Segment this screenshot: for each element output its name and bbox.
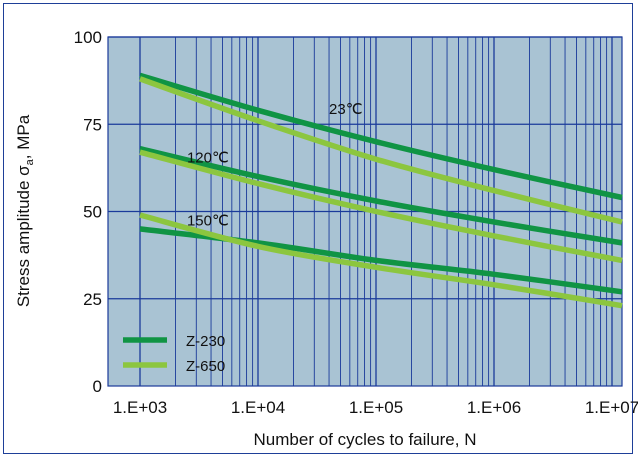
annotation-temp: 150℃	[187, 212, 229, 229]
annotation-temp: 120℃	[187, 150, 229, 167]
annotation-temp: 23℃	[329, 101, 363, 118]
tick-labels: 1.E+03 1.E+04 1.E+05 1.E+06 1.E+07 0 25 50 75 100	[74, 28, 638, 417]
y-axis-title-main: Stress amplitude σ	[14, 165, 33, 307]
y-tick-label: 25	[83, 290, 102, 309]
temperature-annotations: 23℃ 120℃ 150℃	[187, 101, 363, 230]
y-tick-label: 0	[93, 377, 102, 396]
x-tick-label: 1.E+07	[585, 398, 638, 417]
plot-border	[107, 36, 623, 387]
series-line-z-650-120c	[139, 149, 623, 264]
series-line-z-650-23c	[139, 76, 623, 225]
series-line-z-230-120c	[139, 146, 623, 246]
y-axis-title-subscript: a	[24, 158, 36, 165]
y-axis-title: Stress amplitude σa, MPa	[14, 114, 36, 307]
series-line-z-230-23c	[139, 72, 623, 201]
series-line-z-650-150c	[139, 212, 623, 309]
series-lines	[139, 72, 623, 309]
legend: Z-230 Z-650	[123, 333, 225, 375]
y-axis-title-unit: , MPa	[14, 114, 33, 159]
x-tick-label: 1.E+05	[349, 398, 403, 417]
y-tick-label: 75	[83, 115, 102, 134]
y-tick-label: 100	[74, 28, 102, 47]
x-tick-label: 1.E+04	[231, 398, 285, 417]
x-tick-label: 1.E+06	[467, 398, 521, 417]
legend-label-z230: Z-230	[186, 333, 225, 350]
y-tick-label: 50	[83, 203, 102, 222]
x-tick-label: 1.E+03	[113, 398, 167, 417]
legend-label-z650: Z-650	[186, 358, 225, 375]
x-axis-title: Number of cycles to failure, N	[254, 430, 477, 449]
